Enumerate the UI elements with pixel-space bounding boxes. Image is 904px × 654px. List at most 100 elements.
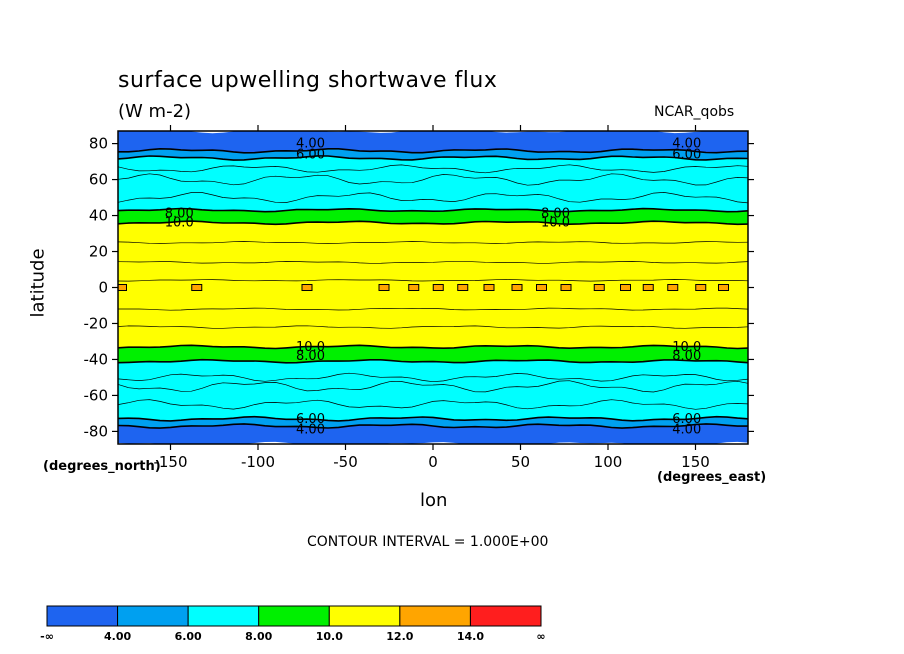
y-axis-ticks: -80 -60 -40 -20 0 20 40 60 80 xyxy=(84,135,754,440)
contour-label: 8.00 xyxy=(165,207,194,222)
contour-line xyxy=(118,147,748,154)
contour-label: 4.00 xyxy=(672,423,701,438)
colorbar-swatch xyxy=(328,605,401,627)
band-<4.00 xyxy=(118,131,748,153)
band-8.00-10.0 xyxy=(118,208,748,225)
x-axis-label: lon xyxy=(420,490,448,511)
contour-line xyxy=(118,423,748,429)
equatorial-cell xyxy=(536,284,547,291)
colorbar-swatch xyxy=(187,605,260,627)
x-tick-label: -100 xyxy=(241,453,275,471)
y-tick-label: -60 xyxy=(84,386,109,404)
contour-line-minor xyxy=(118,192,748,204)
contour-label: 10.0 xyxy=(296,340,325,355)
equatorial-cell xyxy=(620,284,631,291)
colorbar-label: ∞ xyxy=(536,630,545,643)
y-tick-label: 40 xyxy=(89,207,108,225)
contour-line xyxy=(118,155,748,161)
band-<4.00 xyxy=(118,423,748,444)
contour-line xyxy=(118,344,748,350)
y-tick-label: -80 xyxy=(84,422,109,440)
contour-line xyxy=(118,358,748,364)
y-tick-label: 80 xyxy=(89,135,108,153)
contour-label: 8.00 xyxy=(672,349,701,364)
contour-line-minor xyxy=(118,173,748,186)
y-axis-units: (degrees_north) xyxy=(43,459,161,474)
x-tick-label: -50 xyxy=(333,453,358,471)
equatorial-cell xyxy=(667,284,679,291)
x-tick-label: 150 xyxy=(681,453,710,471)
equatorial-cell xyxy=(408,284,420,291)
x-axis-units: (degrees_east) xyxy=(657,470,767,485)
contour-line-minor xyxy=(118,380,748,393)
filled-contours xyxy=(118,131,748,444)
contour-line xyxy=(118,207,748,213)
x-axis-ticks: -150 -100 -50 0 50 100 150 xyxy=(153,125,710,471)
y-tick-label: 60 xyxy=(89,171,108,189)
band-8.00-10.0 xyxy=(118,345,748,363)
band-6.00-8.00 xyxy=(118,359,748,421)
colorbar-label: 10.0 xyxy=(316,630,343,643)
contour-line-minor xyxy=(118,164,748,174)
colorbar-label: 12.0 xyxy=(386,630,413,643)
contour-label: 10.0 xyxy=(165,216,194,231)
contour-line xyxy=(118,415,748,422)
contour-label: 4.00 xyxy=(296,137,325,152)
y-tick-label: -40 xyxy=(84,350,109,368)
contour-label: 6.00 xyxy=(296,412,325,427)
contour-line-minor xyxy=(118,399,748,410)
equatorial-cell xyxy=(642,284,654,291)
colorbar-label: 14.0 xyxy=(457,630,484,643)
y-tick-label: -20 xyxy=(84,314,109,332)
y-tick-label: 20 xyxy=(89,243,108,261)
colorbar-label: 6.00 xyxy=(175,630,202,643)
equatorial-cell xyxy=(191,284,203,291)
band-6.00-8.00 xyxy=(118,155,748,212)
contour-line xyxy=(118,220,748,226)
equatorial-cell xyxy=(718,284,729,291)
contour-label: 6.00 xyxy=(672,147,701,162)
contour-label: 4.00 xyxy=(672,137,701,152)
contour-line-minor xyxy=(118,372,748,383)
chart-title: surface upwelling shortwave flux xyxy=(118,68,498,93)
x-tick-label: 100 xyxy=(594,453,623,471)
equatorial-cell xyxy=(432,284,444,291)
band-4.00-6.00 xyxy=(118,416,748,429)
equatorial-cells xyxy=(118,284,729,291)
colorbar-label: 4.00 xyxy=(104,630,131,643)
x-tick-label: -150 xyxy=(153,453,187,471)
equatorial-cell xyxy=(483,284,495,291)
colorbar-label: -∞ xyxy=(40,630,54,643)
equatorial-cell xyxy=(511,284,523,291)
equatorial-cell xyxy=(457,284,469,291)
x-tick-label: 0 xyxy=(428,453,438,471)
equatorial-cell xyxy=(593,284,605,291)
equatorial-cell xyxy=(560,284,572,291)
equatorial-cell xyxy=(378,284,390,291)
equatorial-cell xyxy=(695,284,707,291)
colorbar-swatch xyxy=(258,605,330,627)
dataset-source: NCAR_qobs xyxy=(654,104,735,120)
contour-label: 6.00 xyxy=(672,412,701,427)
colorbar-swatch xyxy=(46,605,119,627)
contour-label: 4.00 xyxy=(296,423,325,438)
contour-line-minor xyxy=(118,279,748,282)
y-tick-label: 0 xyxy=(98,279,108,297)
colorbar: -∞ 4.00 6.00 8.00 10.0 12.0 14.0 ∞ xyxy=(40,605,546,643)
colorbar-label: 8.00 xyxy=(245,630,272,643)
contour-label: 8.00 xyxy=(296,349,325,364)
contour-line-minor xyxy=(118,241,748,244)
chart-units: (W m-2) xyxy=(118,101,192,122)
contour-label: 6.00 xyxy=(296,147,325,162)
contour-line-minor xyxy=(118,307,748,311)
colorbar-swatch xyxy=(469,605,542,627)
x-tick-label: 50 xyxy=(511,453,530,471)
contour-line-minor xyxy=(118,325,748,329)
equatorial-cell xyxy=(118,284,127,291)
colorbar-swatch xyxy=(399,605,471,627)
contour-label: 10.0 xyxy=(541,216,570,231)
contour-label: 8.00 xyxy=(541,207,570,222)
contour-lines xyxy=(118,147,748,429)
contour-label: 10.0 xyxy=(672,340,701,355)
